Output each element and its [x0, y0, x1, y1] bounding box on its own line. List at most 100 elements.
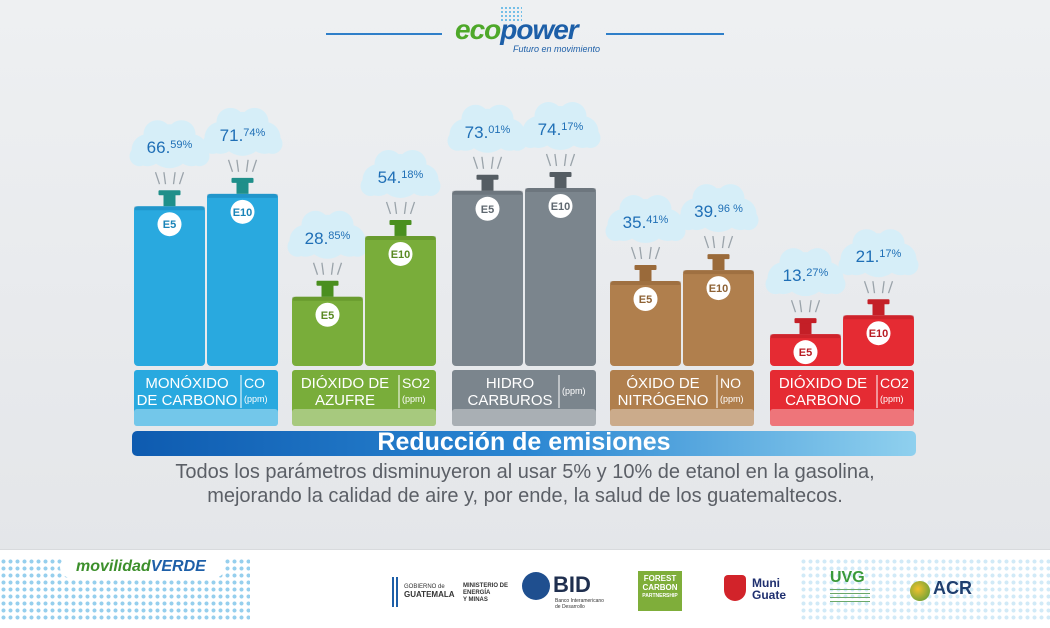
- value-cloud: [838, 229, 919, 278]
- bar-nozzle: [639, 269, 652, 282]
- cloud-puff: [262, 133, 283, 154]
- movilidad-pill: [60, 556, 225, 578]
- data-label: 54.18%: [378, 168, 424, 187]
- emission-line: [545, 153, 552, 167]
- forest-carbon-logo: FOREST CARBON PARTNERSHIP: [638, 571, 682, 611]
- uvg-logo: UVG: [830, 569, 865, 586]
- bar-top-shade: [292, 296, 363, 301]
- emission-line: [163, 172, 167, 185]
- emission-line: [394, 201, 398, 215]
- data-label: 21.17%: [856, 247, 902, 266]
- cloud-puff: [143, 120, 172, 149]
- cloud-puff: [534, 102, 563, 130]
- tagline: Futuro en movimiento: [513, 44, 601, 54]
- summary-line-2: mejorando la calidad de aire y, por ende…: [207, 485, 843, 507]
- series-badge-label: E5: [481, 204, 494, 216]
- acr-globe-icon: [910, 581, 930, 601]
- bar-top-shade: [770, 334, 841, 339]
- summary-line-1: Todos los parámetros disminuyeron al usa…: [175, 461, 875, 483]
- emission-line: [330, 262, 334, 275]
- category-panel-shine: [770, 409, 914, 426]
- bid-logo: BID: [553, 572, 591, 597]
- series-badge-label: E10: [551, 201, 571, 213]
- cloud-puff: [301, 210, 330, 239]
- cloud-puff: [461, 104, 490, 133]
- bar-e5: [292, 296, 363, 366]
- bar-top-shade: [683, 270, 754, 275]
- category-panel-shine: [452, 409, 596, 426]
- value-cloud: [520, 102, 601, 150]
- header-line-left: [326, 33, 442, 35]
- bar-top-shade: [452, 190, 523, 195]
- value-cloud: [360, 149, 441, 198]
- category-label-line2: CARBUROS: [467, 392, 552, 409]
- emission-line: [481, 156, 485, 169]
- emission-line: [496, 156, 503, 169]
- category-panel-shine: [292, 409, 436, 426]
- category-panel-shine: [610, 409, 754, 426]
- bid-subtitle: Banco Interamericano de Desarrollo: [555, 598, 604, 610]
- emission-line: [712, 236, 716, 249]
- emission-line: [872, 281, 876, 294]
- bar-nozzle: [236, 181, 249, 194]
- bar-e10: [365, 235, 436, 366]
- category-panel: [292, 370, 436, 426]
- bar-nozzle-rim: [707, 254, 730, 260]
- cloud-puff: [898, 255, 919, 276]
- category-label-line1: MONÓXIDO: [145, 375, 228, 392]
- series-badge-label: E5: [639, 294, 652, 306]
- cloud-puff: [167, 120, 196, 149]
- bar-nozzle-rim: [476, 174, 499, 180]
- bar-e5: [134, 206, 205, 366]
- emission-line: [236, 159, 240, 172]
- data-label: 39.96 %: [694, 202, 743, 221]
- bar-top-shade: [134, 206, 205, 211]
- category-panel: [610, 370, 754, 426]
- bar-top-shade: [525, 188, 596, 192]
- cloud-puff: [216, 107, 245, 136]
- cloud-puff: [325, 210, 354, 239]
- series-badge-label: E10: [709, 283, 729, 295]
- category-label-line1: ÓXIDO DE: [626, 375, 699, 392]
- cloud-puff: [803, 248, 832, 277]
- mem-logo: MINISTERIO DE ENERGÍA Y MINAS: [463, 583, 509, 603]
- cloud-puff: [189, 146, 210, 167]
- data-label: 66.59%: [147, 138, 193, 157]
- bar-top-shade: [610, 281, 681, 286]
- emission-line: [703, 235, 710, 249]
- bar-nozzle-rim: [158, 190, 181, 196]
- cloud-puff: [852, 229, 881, 258]
- cloud-puff: [716, 184, 745, 213]
- emission-line: [654, 246, 661, 260]
- cloud-puff: [876, 229, 905, 258]
- acr-logo: ACR: [933, 578, 972, 598]
- cloud-puff: [485, 104, 514, 133]
- emission-line: [385, 201, 392, 215]
- category-code: NO: [720, 375, 741, 391]
- series-badge: [315, 302, 340, 327]
- cloud-puff: [398, 149, 427, 178]
- series-badge: [475, 196, 500, 221]
- header-line-right: [606, 33, 724, 35]
- category-label-line1: HIDRO: [486, 375, 534, 392]
- emission-line: [245, 159, 249, 172]
- movilidad-verde-logo: movilidadVERDE: [76, 558, 206, 575]
- cloud-puff: [520, 128, 541, 148]
- cloud-puff: [678, 210, 699, 231]
- gobierno-logo: GOBIERNO de GUATEMALA: [404, 584, 455, 599]
- emission-line: [321, 262, 325, 275]
- cloud-puff: [202, 133, 223, 154]
- cloud-puff: [779, 248, 808, 277]
- cloud-puff: [738, 210, 759, 231]
- category-panel-shine: [134, 409, 278, 426]
- emission-line: [630, 246, 637, 260]
- cloud-puff: [825, 274, 846, 295]
- series-badge: [548, 194, 573, 218]
- bar-top-shade: [365, 235, 436, 240]
- emission-line: [172, 172, 176, 185]
- bar-nozzle: [163, 194, 176, 207]
- series-badge-label: E5: [163, 219, 176, 231]
- category-unit: (ppm): [402, 394, 426, 404]
